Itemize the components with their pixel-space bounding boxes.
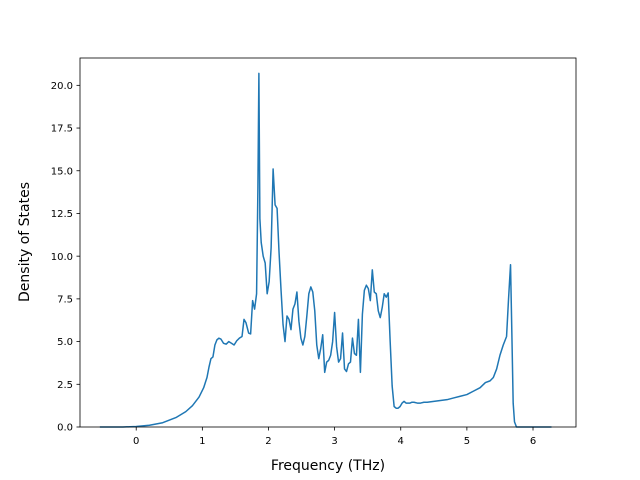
y-tick-label: 12.5 [51,209,73,220]
y-tick-label: 15.0 [51,166,73,177]
y-tick-label: 2.5 [57,380,73,391]
plot-area [80,58,576,427]
x-tick-label: 2 [265,436,271,447]
x-tick-label: 0 [133,436,139,447]
x-tick-label: 4 [398,436,404,447]
x-tick-label: 6 [530,436,536,447]
y-axis-ticks: 0.0 2.5 5.0 7.5 10.0 12.5 15.0 17.5 20.0 [51,81,80,434]
x-tick-label: 5 [464,436,470,447]
x-axis-ticks: 0 1 2 3 4 5 6 [133,427,536,447]
y-tick-label: 20.0 [51,81,73,92]
y-tick-label: 0.0 [57,423,73,434]
x-tick-label: 3 [331,436,337,447]
dos-series-line [99,72,552,428]
y-tick-label: 5.0 [57,337,73,348]
x-tick-label: 1 [199,436,205,447]
y-axis-label: Density of States [17,182,33,302]
x-axis-label: Frequency (THz) [271,458,385,474]
y-tick-label: 10.0 [51,252,73,263]
plot-frame [79,57,577,428]
y-tick-label: 17.5 [51,124,73,135]
y-tick-label: 7.5 [57,294,73,305]
series-layer [99,72,552,428]
